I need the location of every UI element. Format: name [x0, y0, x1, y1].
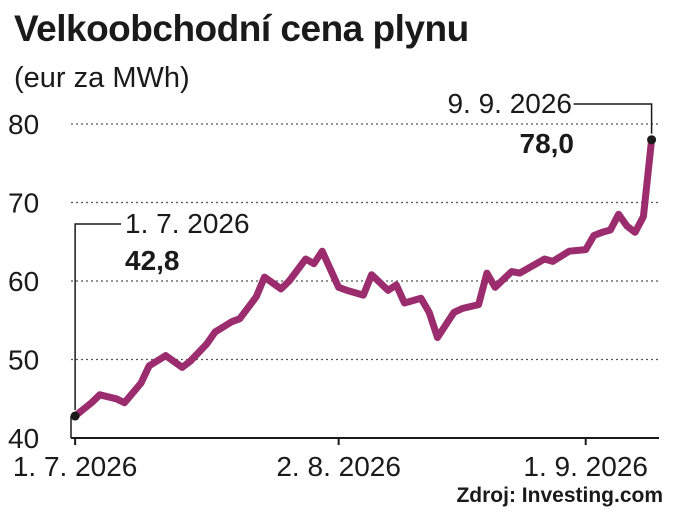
annotation-leader — [74, 223, 122, 411]
chart-title: Velkoobchodní cena plynu — [14, 8, 469, 49]
annotation-value: 42,8 — [125, 245, 180, 276]
y-tick-label: 40 — [8, 423, 39, 454]
x-tick-label: 2. 8. 2026 — [276, 451, 401, 482]
x-tick-label: 1. 7. 2026 — [13, 451, 138, 482]
y-tick-label: 70 — [8, 188, 39, 219]
y-tick-label: 80 — [8, 109, 39, 140]
x-axis-ticks: 1. 7. 2026 2. 8. 2026 1. 9. 2026 — [13, 438, 648, 482]
y-tick-label: 60 — [8, 266, 39, 297]
x-tick-label: 1. 9. 2026 — [523, 451, 648, 482]
chart-subtitle: (eur za MWh) — [14, 62, 190, 94]
y-tick-label: 50 — [8, 345, 39, 376]
annotation-marker — [70, 411, 80, 421]
annotations: 1. 7. 2026 42,8 9. 9. 2026 78,0 — [70, 88, 657, 421]
gridlines — [71, 123, 659, 361]
annotation-date: 1. 7. 2026 — [125, 208, 250, 239]
annotation-value: 78,0 — [520, 128, 575, 159]
annotation-marker — [647, 135, 657, 145]
series-line — [71, 136, 656, 420]
y-axis-ticks: 40 50 60 70 80 — [8, 109, 39, 454]
annotation-date: 9. 9. 2026 — [447, 88, 572, 119]
series-lines — [71, 136, 656, 420]
annotation-leader — [573, 103, 653, 134]
axes — [70, 416, 659, 439]
source-note: Zdroj: Investing.com — [456, 484, 663, 507]
